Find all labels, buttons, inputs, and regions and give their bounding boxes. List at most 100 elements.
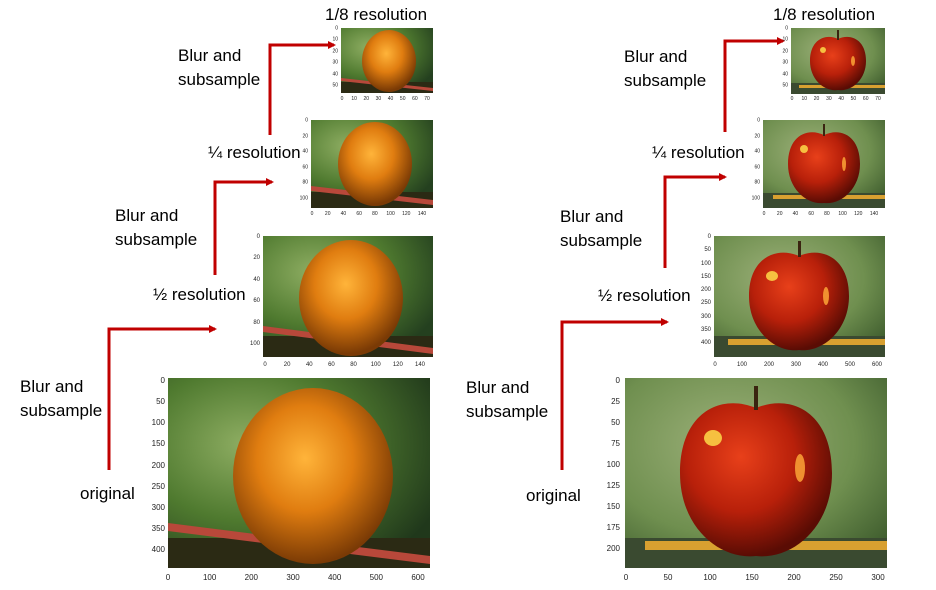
x-tick-label: 0 xyxy=(790,96,794,102)
apple-label-original: original xyxy=(526,486,581,505)
orange-label-blur-1: Blur and xyxy=(20,377,84,396)
apple-label-eighth: 1/8 resolution xyxy=(773,5,876,24)
x-tick-label: 500 xyxy=(369,573,384,582)
x-tick-label: 600 xyxy=(411,573,425,582)
x-tick-label: 500 xyxy=(844,362,856,368)
x-tick-label: 60 xyxy=(356,211,362,217)
x-tick-label: 100 xyxy=(386,211,395,217)
x-tick-label: 100 xyxy=(703,573,717,582)
y-tick-label: 0 xyxy=(707,234,711,240)
x-tick-label: 200 xyxy=(787,573,801,582)
y-tick-label: 250 xyxy=(700,300,711,307)
x-tick-label: 140 xyxy=(417,211,427,217)
apple-label-quarter: ¼ resolution xyxy=(652,143,745,162)
orange-label-quarter: ¼ resolution xyxy=(208,143,301,162)
x-tick-label: 0 xyxy=(340,96,344,102)
y-tick-label: 60 xyxy=(754,164,760,171)
arrow-apple-half-to-quarter xyxy=(663,173,727,268)
x-tick-label: 20 xyxy=(283,362,291,368)
y-tick-label: 150 xyxy=(606,502,620,511)
x-tick-label: 30 xyxy=(375,96,382,102)
x-tick-label: 80 xyxy=(350,362,357,368)
y-tick-label: 20 xyxy=(332,48,338,55)
orange-label-half: ½ resolution xyxy=(153,285,246,304)
y-tick-label: 50 xyxy=(782,82,788,89)
arrow-apple-quarter-to-eighth xyxy=(723,37,785,132)
y-tick-label: 50 xyxy=(332,82,338,89)
y-tick-label: 30 xyxy=(332,59,338,66)
x-tick-label: 40 xyxy=(387,96,394,102)
y-tick-label: 40 xyxy=(782,71,788,78)
y-tick-label: 40 xyxy=(253,276,260,283)
orange-label-subsample-3: subsample xyxy=(178,70,261,89)
y-tick-label: 40 xyxy=(302,148,308,155)
apple-half-image xyxy=(714,236,885,357)
x-tick-label: 150 xyxy=(745,573,759,582)
y-tick-label: 250 xyxy=(151,481,165,491)
y-tick-label: 350 xyxy=(151,523,165,533)
x-tick-label: 400 xyxy=(327,573,342,582)
y-tick-label: 200 xyxy=(606,544,620,553)
y-tick-label: 50 xyxy=(156,397,165,407)
x-tick-label: 100 xyxy=(202,573,217,582)
x-tick-label: 300 xyxy=(790,362,802,368)
y-tick-label: 100 xyxy=(700,260,711,267)
x-tick-label: 80 xyxy=(824,211,830,217)
x-tick-label: 70 xyxy=(424,96,430,102)
y-tick-label: 350 xyxy=(700,326,711,333)
y-tick-label: 300 xyxy=(151,502,165,512)
x-tick-label: 120 xyxy=(854,211,863,217)
y-tick-label: 300 xyxy=(700,313,711,320)
y-tick-label: 20 xyxy=(782,48,788,55)
y-tick-label: 10 xyxy=(782,36,788,43)
orange-original-image xyxy=(168,378,430,568)
apple-label-half: ½ resolution xyxy=(598,286,691,305)
y-tick-label: 100 xyxy=(299,195,308,202)
y-tick-label: 100 xyxy=(606,460,620,469)
apple-label-subsample-1: subsample xyxy=(466,402,549,421)
x-tick-label: 20 xyxy=(324,211,331,217)
y-tick-label: 50 xyxy=(704,247,711,254)
x-tick-label: 200 xyxy=(244,573,259,582)
x-tick-label: 100 xyxy=(838,211,847,217)
y-tick-label: 20 xyxy=(302,133,308,140)
x-tick-label: 20 xyxy=(776,211,783,217)
x-tick-label: 0 xyxy=(623,573,629,582)
x-tick-label: 600 xyxy=(871,362,883,368)
x-tick-label: 140 xyxy=(869,211,879,217)
x-tick-label: 70 xyxy=(875,96,881,102)
x-tick-label: 0 xyxy=(165,573,171,582)
y-tick-label: 100 xyxy=(751,195,760,202)
y-tick-label: 200 xyxy=(700,287,711,293)
y-tick-label: 60 xyxy=(302,164,308,171)
y-tick-label: 0 xyxy=(757,117,760,124)
y-tick-label: 175 xyxy=(606,523,620,532)
y-tick-label: 100 xyxy=(249,341,260,347)
x-tick-label: 40 xyxy=(305,362,313,368)
orange-half-image xyxy=(263,236,433,357)
y-tick-label: 75 xyxy=(611,439,620,448)
y-tick-label: 80 xyxy=(754,179,760,186)
y-tick-label: 0 xyxy=(785,25,788,32)
x-tick-label: 400 xyxy=(817,362,829,368)
orange-label-subsample-1: subsample xyxy=(20,401,103,420)
x-tick-label: 0 xyxy=(713,362,717,368)
x-tick-label: 0 xyxy=(762,211,766,217)
orange-label-subsample-2: subsample xyxy=(115,230,198,249)
x-tick-label: 10 xyxy=(801,96,808,102)
x-tick-label: 60 xyxy=(808,211,814,217)
y-tick-label: 20 xyxy=(754,133,760,140)
y-tick-label: 150 xyxy=(700,273,711,280)
y-tick-label: 30 xyxy=(782,59,788,66)
x-tick-label: 50 xyxy=(850,96,857,102)
x-tick-label: 80 xyxy=(372,211,378,217)
orange-label-eighth: 1/8 resolution xyxy=(325,5,428,24)
orange-eighth-image xyxy=(341,28,433,93)
y-tick-label: 80 xyxy=(253,319,260,326)
x-tick-label: 120 xyxy=(392,362,403,368)
apple-quarter-image xyxy=(763,120,885,208)
orange-quarter-image xyxy=(311,120,433,208)
y-tick-label: 100 xyxy=(151,418,165,428)
apple-label-blur-2: Blur and xyxy=(560,207,624,226)
